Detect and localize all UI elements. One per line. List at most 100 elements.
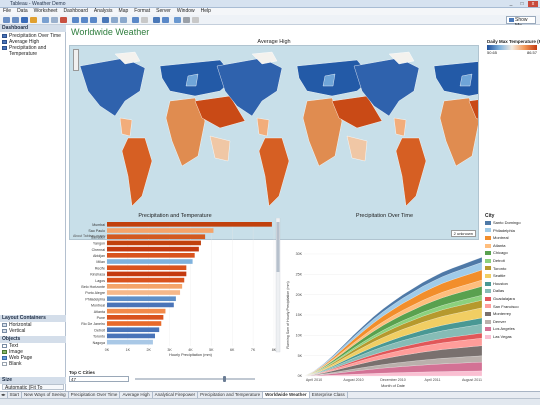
bar[interactable]: [107, 333, 156, 339]
bar-scrollbar[interactable]: [275, 217, 281, 353]
clear-sheet-icon[interactable]: [60, 17, 67, 23]
city-legend-item[interactable]: Dallas: [485, 287, 540, 295]
city-legend-item[interactable]: Toronto: [485, 265, 540, 273]
menu-data[interactable]: Data: [17, 8, 28, 14]
bar[interactable]: [107, 296, 176, 302]
bar[interactable]: [107, 315, 164, 320]
fit-dropdown-icon[interactable]: [141, 17, 148, 23]
menu-analysis[interactable]: Analysis: [93, 8, 113, 14]
city-legend-item[interactable]: Las Vegas: [485, 333, 540, 341]
bar[interactable]: [107, 271, 187, 277]
group-icon[interactable]: [102, 17, 109, 23]
city-legend-item[interactable]: Philadelphia: [485, 227, 540, 235]
area-series[interactable]: [303, 257, 483, 377]
tab-enterprise-class[interactable]: Enterprise Class: [310, 392, 348, 398]
bar[interactable]: [107, 259, 193, 264]
tab-worldwide-weather[interactable]: Worldwide Weather: [263, 392, 310, 398]
city-legend-item[interactable]: Santo Domingo: [485, 219, 540, 227]
bar[interactable]: [107, 290, 181, 295]
bar[interactable]: [107, 234, 206, 240]
bar[interactable]: [107, 246, 199, 252]
unknown-locations-badge[interactable]: 2 unknown: [450, 230, 476, 237]
size-dropdown[interactable]: Automatic (Fit To Window): [2, 384, 64, 397]
menu-format[interactable]: Format: [134, 8, 151, 14]
show-me-button[interactable]: Show Me: [506, 16, 536, 29]
object-blank[interactable]: Blank: [2, 361, 22, 367]
city-legend-item[interactable]: Seattle: [485, 272, 540, 280]
highlight-icon[interactable]: [153, 17, 160, 23]
tab-precipitation-and-temperature[interactable]: Precipitation and Temperature: [198, 392, 264, 398]
bar[interactable]: [107, 339, 153, 345]
menu-server[interactable]: Server: [156, 8, 171, 14]
filter-slider-handle[interactable]: [223, 376, 226, 382]
city-legend-item[interactable]: Houston: [485, 280, 540, 288]
sort-ascending-icon[interactable]: [81, 17, 88, 23]
tab-start[interactable]: Start: [8, 392, 23, 398]
bar[interactable]: [107, 277, 185, 283]
bar[interactable]: [107, 321, 162, 326]
city-legend-item[interactable]: Detroit: [485, 257, 540, 265]
menu-file[interactable]: File: [3, 8, 12, 14]
duplicate-sheet-icon[interactable]: [51, 17, 58, 23]
labels-icon[interactable]: [111, 17, 118, 23]
dashboard-canvas: Worldwide Weather Average High About Tab…: [67, 25, 540, 391]
object-text[interactable]: Text: [2, 343, 18, 349]
tooltip-icon[interactable]: [162, 17, 169, 23]
city-legend-item[interactable]: Guadalajara: [485, 295, 540, 303]
menu-window[interactable]: Window: [176, 8, 195, 14]
bar[interactable]: [107, 240, 201, 246]
pen-dropdown-icon[interactable]: [192, 17, 199, 23]
bar[interactable]: [107, 327, 160, 333]
filter-slider[interactable]: [135, 376, 255, 382]
menu-dashboard[interactable]: Dashboard: [63, 8, 88, 14]
bar[interactable]: [107, 253, 195, 258]
close-button[interactable]: x: [528, 1, 538, 7]
fix-axes-icon[interactable]: [120, 17, 127, 23]
city-legend-item[interactable]: San Francisco: [485, 303, 540, 311]
minimize-button[interactable]: _: [509, 1, 513, 7]
menu-worksheet[interactable]: Worksheet: [33, 8, 58, 14]
tab-average-high[interactable]: Average High: [120, 392, 153, 398]
filter-value-input[interactable]: 47: [69, 376, 129, 382]
map-zoom-controls[interactable]: [73, 49, 79, 71]
layout-vertical[interactable]: Vertical: [2, 328, 25, 334]
presentation-icon[interactable]: [174, 17, 181, 23]
undo-icon[interactable]: [3, 17, 10, 23]
bar[interactable]: [107, 302, 174, 308]
city-legend-item[interactable]: Montreal: [485, 234, 540, 242]
bar[interactable]: [107, 308, 166, 314]
new-sheet-icon[interactable]: [42, 17, 49, 23]
fit-icon[interactable]: [132, 17, 139, 23]
sort-descending-icon[interactable]: [90, 17, 97, 23]
bar[interactable]: [107, 228, 214, 233]
maximize-button[interactable]: □: [520, 1, 524, 7]
sheet-average-high[interactable]: Average High: [2, 39, 39, 45]
city-legend-item[interactable]: Denver: [485, 318, 540, 326]
tab-new-ways-of-seeing[interactable]: New Ways of Seeing: [22, 392, 69, 398]
bar-scrollbar-thumb[interactable]: [276, 222, 280, 272]
redo-icon[interactable]: [12, 17, 19, 23]
bar[interactable]: [107, 284, 183, 289]
city-legend-item[interactable]: Chicago: [485, 249, 540, 257]
menu-help[interactable]: Help: [200, 8, 211, 14]
tab-analytical-firepower[interactable]: Analytical Firepower: [153, 392, 199, 398]
layout-horizontal[interactable]: Horizontal: [2, 322, 32, 328]
sheet-precipitation-and-temperature[interactable]: Precipitation and Temperature: [2, 45, 65, 57]
bar[interactable]: [107, 222, 272, 227]
average-high-map[interactable]: About Tableau maps: www.tableausoftware.…: [69, 45, 479, 240]
sheet-precipitation-over-time[interactable]: Precipitation Over Time: [2, 33, 61, 39]
bar[interactable]: [107, 265, 187, 271]
swap-icon[interactable]: [72, 17, 79, 23]
city-legend-item[interactable]: Monterrey: [485, 310, 540, 318]
tab-nav-icon[interactable]: ◂▸: [1, 392, 8, 398]
object-image[interactable]: Image: [2, 349, 23, 355]
tab-precipitation-over-time[interactable]: Precipitation Over Time: [69, 392, 121, 398]
city-legend-item[interactable]: Atlanta: [485, 242, 540, 250]
object-web-page[interactable]: Web Page: [2, 355, 32, 361]
pen-icon[interactable]: [183, 17, 190, 23]
save-icon[interactable]: [21, 17, 28, 23]
menu-map[interactable]: Map: [118, 8, 129, 14]
bar-category-label: Pune: [97, 316, 105, 320]
city-legend-item[interactable]: Los Angeles: [485, 325, 540, 333]
add-data-icon[interactable]: [30, 17, 37, 23]
